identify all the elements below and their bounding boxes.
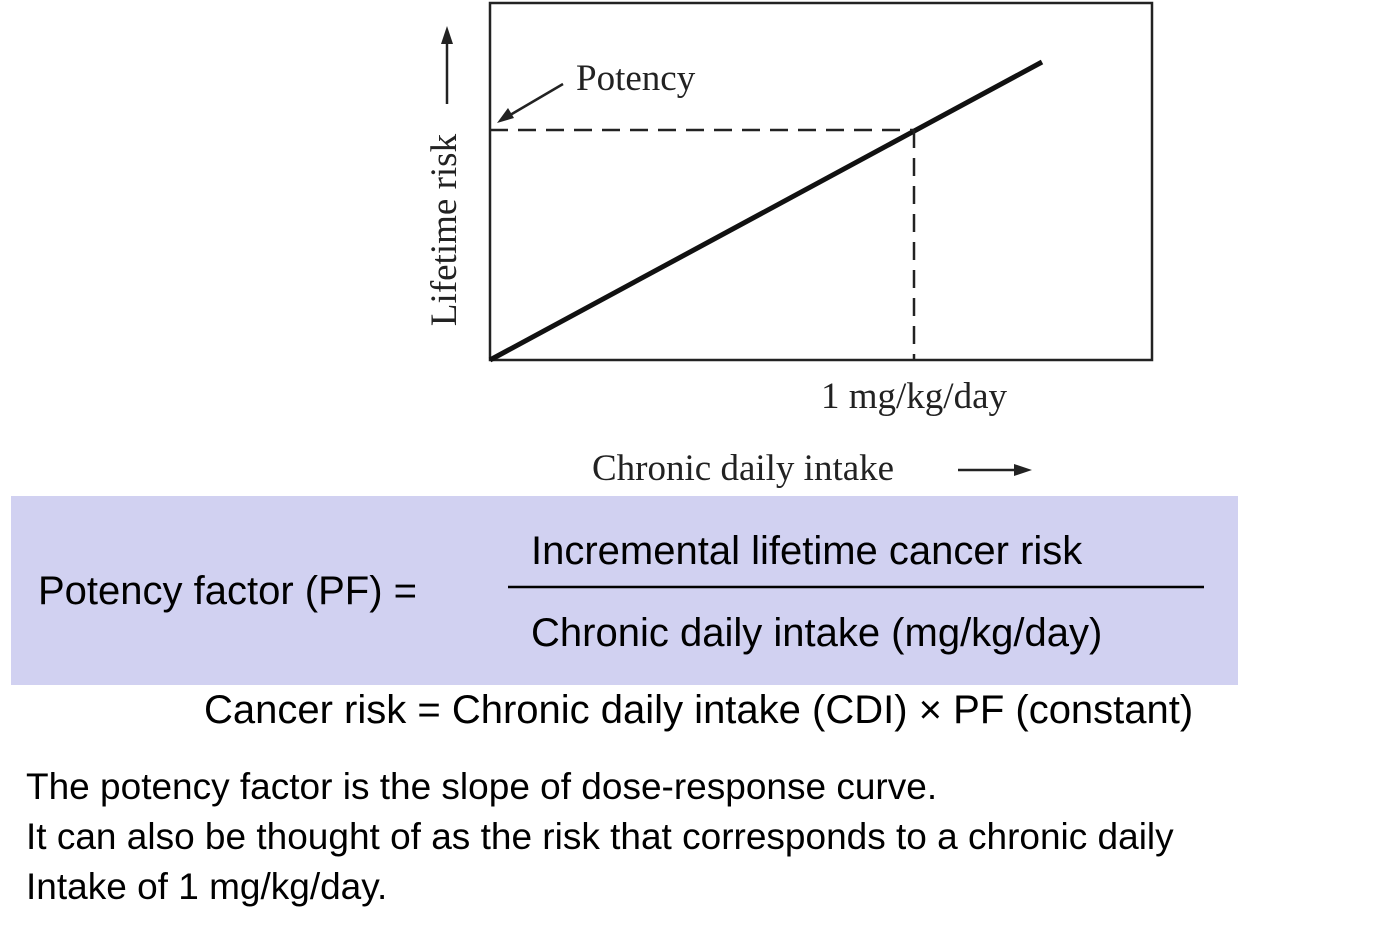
pointer-arrow (504, 82, 564, 120)
plot-frame (488, 1, 1154, 362)
equation: Cancer risk = Chronic daily intake (CDI)… (204, 688, 1193, 732)
formula-denominator: Chronic daily intake (mg/kg/day) (531, 611, 1102, 655)
x-axis-arrow-head (1014, 464, 1032, 476)
paragraph-line: It can also be thought of as the risk th… (26, 816, 1174, 857)
dose-response-line (488, 59, 1044, 363)
pointer-arrow-head (497, 108, 514, 123)
paragraph-line: The potency factor is the slope of dose-… (26, 766, 937, 807)
x-axis-label: Chronic daily intake (592, 448, 894, 489)
formula-numerator: Incremental lifetime cancer risk (531, 529, 1083, 573)
x-marker-label: 1 mg/kg/day (821, 376, 1008, 417)
formula-box (11, 496, 1238, 685)
paragraph-line: Intake of 1 mg/kg/day. (26, 866, 387, 907)
formula-lhs: Potency factor (PF) = (38, 569, 417, 613)
y-axis-label: Lifetime risk (424, 133, 465, 326)
pointer-label: Potency (576, 58, 696, 99)
y-axis-arrow-head (441, 26, 453, 44)
